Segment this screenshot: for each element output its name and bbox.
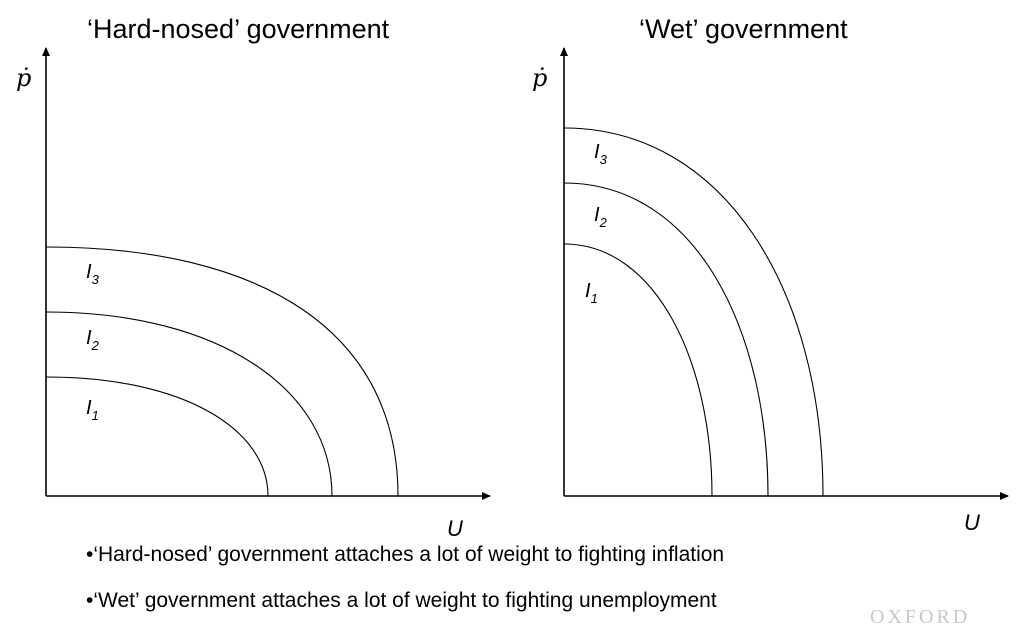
wet-panel: ṗ U I3 I2 I1 (532, 47, 1009, 535)
left-curve-i3 (45, 246, 399, 497)
right-curve-label-i1: I1 (585, 280, 598, 306)
oxford-watermark: OXFORD (870, 606, 971, 628)
hard-nosed-panel-title: ‘Hard-nosed’ government (87, 14, 390, 44)
left-curve-i2 (45, 311, 333, 497)
right-curve-label-i3: I3 (594, 141, 608, 167)
left-curve-label-i1: I1 (86, 397, 99, 423)
right-curve-i2 (563, 182, 769, 497)
right-curve-i3 (563, 127, 824, 497)
bullet-wet: •‘Wet’ government attaches a lot of weig… (86, 589, 717, 612)
right-curve-label-i2: I2 (594, 204, 608, 230)
right-x-axis-label: U (964, 510, 980, 535)
bullet-hard-nosed: •‘Hard-nosed’ government attaches a lot … (86, 543, 725, 566)
right-curve-i1 (563, 243, 713, 497)
right-y-axis-label: ṗ (532, 64, 547, 92)
left-y-axis-label: ṗ (16, 64, 31, 92)
left-curve-i1 (45, 376, 269, 497)
left-curve-label-i3: I3 (86, 261, 100, 287)
left-curve-label-i2: I2 (86, 327, 100, 353)
left-x-axis-label: U (447, 516, 463, 541)
hard-nosed-panel: ṗ U I3 I2 I1 (16, 47, 491, 541)
wet-panel-title: ‘Wet’ government (639, 14, 848, 44)
